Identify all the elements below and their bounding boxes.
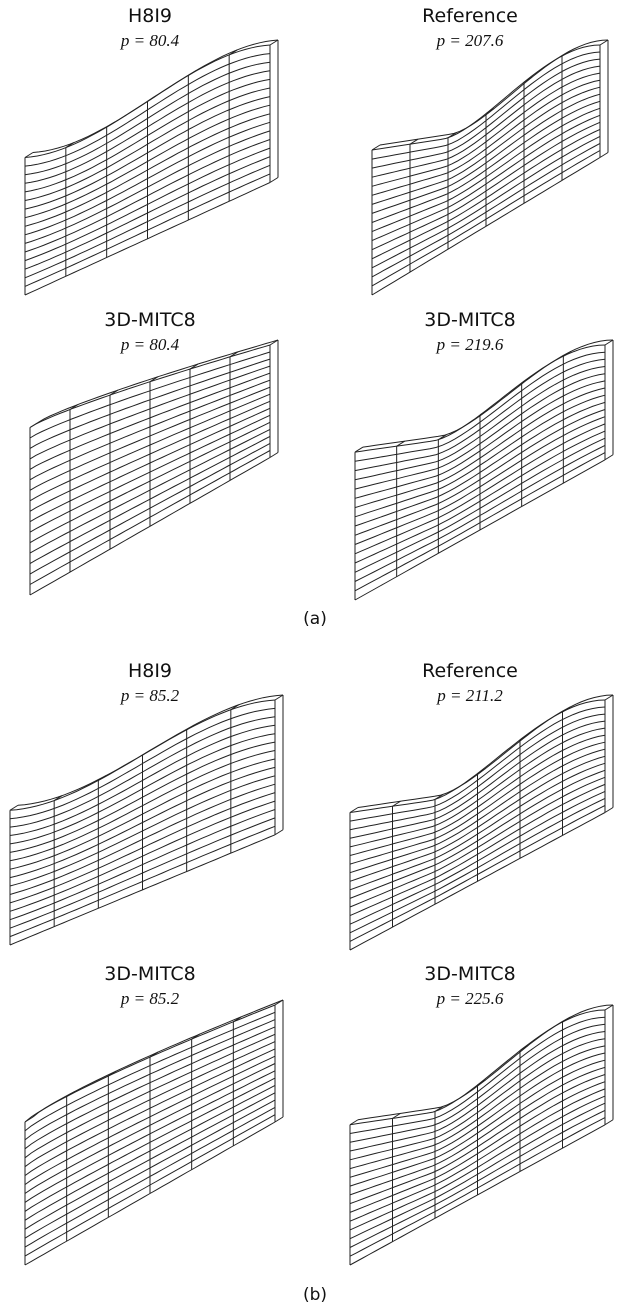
mesh-line [25, 1117, 33, 1122]
panel-title: Reference [422, 660, 518, 682]
figure: (a) (b) H8I9 p = 80.4 Reference p = 207.6 3D… [0, 0, 630, 1309]
panel-title: 3D-MITC8 [104, 309, 195, 331]
caption: (b) [303, 1285, 327, 1305]
p-value: p = 85.2 [120, 686, 180, 705]
panel-title: H8I9 [128, 660, 172, 682]
panel-title: 3D-MITC8 [424, 963, 515, 985]
p-value: p = 211.2 [436, 686, 503, 705]
panel-title: 3D-MITC8 [424, 309, 515, 331]
panel-title: H8I9 [128, 5, 172, 27]
mesh-edge [275, 1117, 283, 1122]
mesh-edge [380, 40, 608, 145]
panel-title: 3D-MITC8 [104, 963, 195, 985]
mesh-edge [270, 453, 278, 458]
mesh-edge [605, 1120, 613, 1125]
mesh-line [30, 423, 38, 428]
p-value: p = 225.6 [436, 989, 504, 1008]
mesh-edge [275, 830, 283, 835]
p-value: p = 80.4 [120, 335, 180, 354]
mesh-edge [33, 1000, 283, 1117]
mesh-edge [605, 455, 613, 460]
panel-title: Reference [422, 5, 518, 27]
p-value: p = 207.6 [436, 31, 504, 50]
mesh-edge [270, 178, 278, 183]
p-value: p = 85.2 [120, 989, 180, 1008]
p-value: p = 219.6 [436, 335, 504, 354]
mesh-edge [605, 808, 613, 813]
p-value: p = 80.4 [120, 31, 180, 50]
mesh-edge [600, 153, 608, 158]
caption: (a) [303, 609, 327, 629]
